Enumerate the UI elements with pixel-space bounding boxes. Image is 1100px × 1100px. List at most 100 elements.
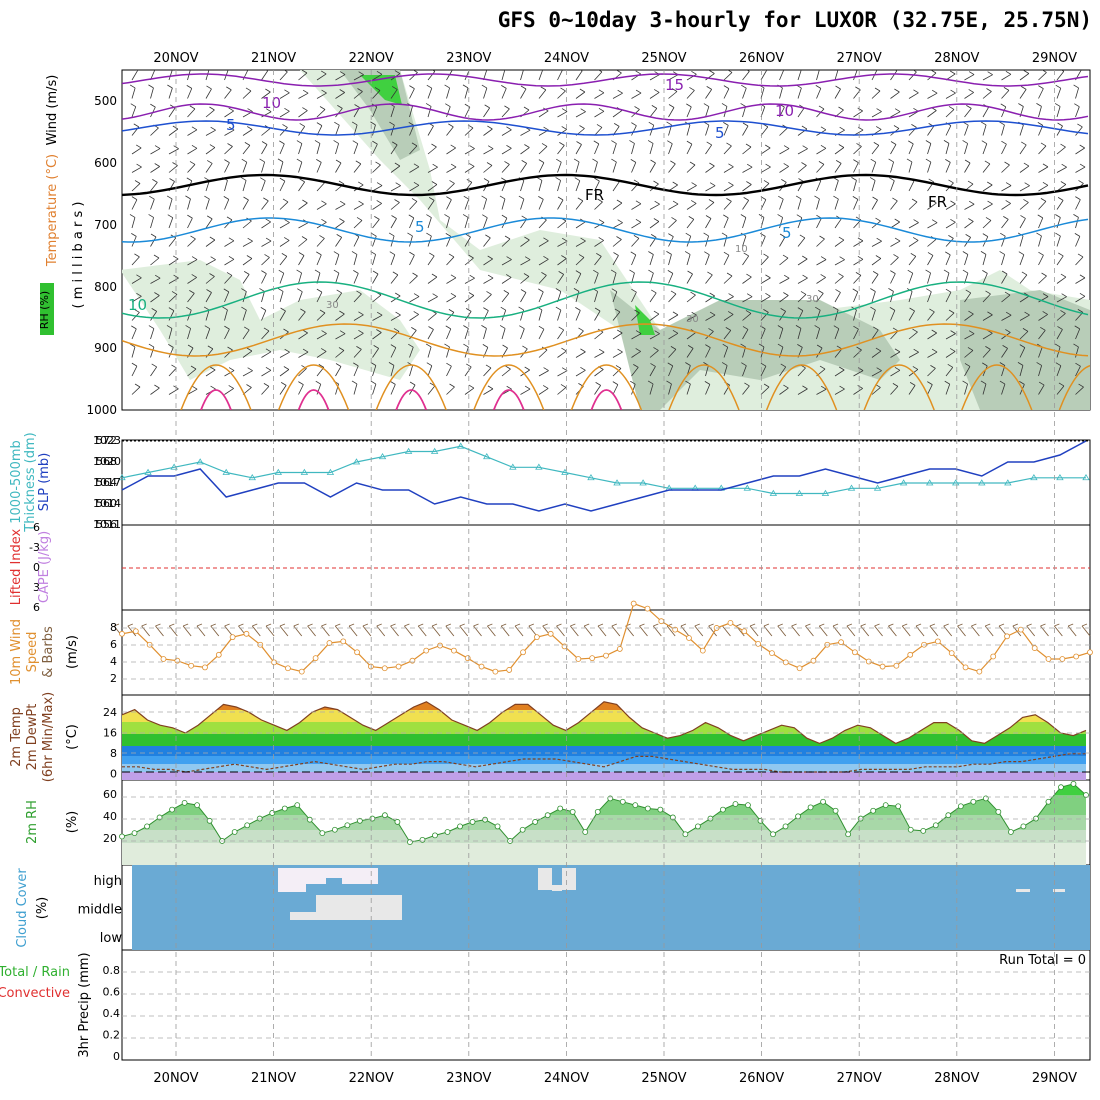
contour-temp-diurnal [668, 364, 740, 410]
temp-band-6 [122, 764, 1086, 772]
contour-temp-diurnal [375, 364, 447, 410]
wind10m-point-60 [948, 650, 955, 657]
grid-lines [122, 70, 1090, 1060]
rh2m-point-43 [657, 806, 664, 813]
ylabel-precip-1: Total / Rain [0, 965, 70, 980]
wind10m-point-30 [533, 634, 540, 641]
rh2m-point-13 [281, 805, 288, 812]
rh2m-point-17 [331, 826, 338, 833]
wind10m-point-12 [285, 665, 291, 672]
precip-tick-1: 0.6 [103, 986, 121, 999]
wind10-frame [121, 609, 1091, 696]
wind10m-point-70 [1087, 649, 1093, 656]
slp-tick-1020: 1020 [93, 455, 121, 468]
wind10m-point-54 [865, 658, 872, 665]
rh2m-point-77 [1083, 792, 1089, 798]
rh2m-point-58 [845, 831, 852, 838]
pressure-level-1000: 1000 [86, 403, 117, 417]
rh-light-area-2 [122, 260, 420, 380]
thickness-point-36 [1056, 473, 1064, 481]
wind10m-point-28 [506, 667, 513, 673]
rh2m-point-71 [1007, 829, 1014, 835]
top-date-21NOV: 21NOV [251, 51, 296, 66]
contour-temp-20 [492, 389, 525, 410]
contour-label-fr1: FR [585, 186, 604, 204]
wind10m-point-56 [893, 662, 900, 669]
cloud-block-6 [538, 868, 552, 890]
contour-temp-20 [395, 389, 428, 410]
contour-temp-diurnal [961, 364, 1033, 410]
contour-wind-10 [122, 103, 1089, 121]
rh-band-4 [122, 843, 1086, 865]
contour-label-rh10: 10 [735, 244, 748, 255]
ylabel-mb: ( m i l l i b a r s ) [71, 202, 86, 309]
rh2m-point-73 [1033, 815, 1039, 822]
wind10m-tick-6: 6 [110, 638, 117, 651]
rh2m-point-10 [244, 822, 251, 829]
thickness-point-19 [613, 479, 621, 486]
thickness-point-6 [274, 468, 283, 475]
thickness-point-0 [118, 473, 126, 481]
upper-air-panel: 15 10 10 5 5 FR FR 5 5 10 30 30 30 10 500 600 700 800 900 1… [86, 70, 1090, 417]
thickness-point-27 [821, 489, 830, 496]
pressure-level-900: 900 [94, 341, 117, 355]
thickness-point-15 [509, 463, 517, 470]
slp-tick-1014: 1014 [93, 497, 121, 510]
thickness-point-14 [483, 452, 491, 460]
wind10m-point-5 [188, 662, 195, 669]
thickness-point-4 [222, 468, 230, 475]
pressure-level-700: 700 [94, 218, 117, 232]
contour-temp-10 [122, 281, 1089, 319]
contour-temp-diurnal [765, 364, 838, 410]
cloud-level-low: low [100, 931, 123, 946]
slp-tick-1011: 1011 [93, 518, 121, 531]
contour-label-rh30c: 30 [686, 314, 699, 325]
precip-tick-4: 0 [113, 1050, 120, 1063]
cloud-block-3 [342, 868, 378, 884]
wind10m-point-1 [132, 628, 139, 635]
rh2m-point-32 [519, 826, 526, 833]
rh2m-point-74 [1045, 798, 1052, 805]
thickness-point-33 [978, 479, 986, 486]
thickness-point-16 [535, 463, 543, 470]
bottom-date-28NOV: 28NOV [934, 1071, 979, 1086]
rh2m-point-28 [469, 819, 476, 825]
ylabel-wind10-2: Speed [25, 632, 40, 673]
wind10m-point-15 [326, 640, 333, 646]
wind10m-point-19 [381, 665, 388, 672]
contour-wind-15 [122, 73, 1089, 87]
rh2m-point-1 [131, 830, 138, 837]
ylabel-wind10-3: & Barbs [41, 626, 56, 678]
rh2m-point-42 [644, 805, 651, 812]
contour-temp-diurnal [277, 364, 350, 410]
ylabel-wind: Wind (m/s) [45, 75, 60, 146]
wind10m-point-64 [1004, 633, 1010, 640]
wind10m-point-34 [589, 655, 596, 662]
rh2m-tick-40: 40 [103, 810, 117, 823]
contour-freezing [122, 173, 1089, 197]
bottom-date-23NOV: 23NOV [446, 1071, 491, 1086]
contour-temp-diurnal [570, 364, 643, 410]
wind10m-point-57 [907, 651, 914, 658]
bottom-date-25NOV: 25NOV [641, 1071, 686, 1086]
contour-temp-20 [590, 389, 623, 410]
upper-air-content: 15 10 10 5 5 FR FR 5 5 10 30 30 30 10 [122, 70, 1090, 410]
rh2m-point-63 [907, 826, 914, 833]
thickness-point-10 [378, 452, 387, 460]
contour-label-m5b: 5 [715, 124, 725, 142]
thickness-point-30 [899, 479, 908, 486]
rh2m-point-4 [169, 806, 175, 813]
cloud-block-9 [1016, 889, 1030, 892]
temp2m-tick-0: 0 [110, 768, 117, 781]
wind10m-point-31 [547, 630, 554, 637]
contour-label-rh30b: 30 [806, 294, 819, 305]
wind10m-point-14 [312, 655, 319, 662]
thickness-point-31 [925, 479, 934, 486]
bottom-date-20NOV: 20NOV [153, 1071, 198, 1086]
rh2m-point-72 [1020, 823, 1027, 830]
wind10m-point-35 [603, 652, 609, 659]
rh2m-point-2 [144, 823, 150, 830]
top-date-22NOV: 22NOV [349, 51, 394, 66]
top-date-20NOV: 20NOV [153, 51, 198, 66]
